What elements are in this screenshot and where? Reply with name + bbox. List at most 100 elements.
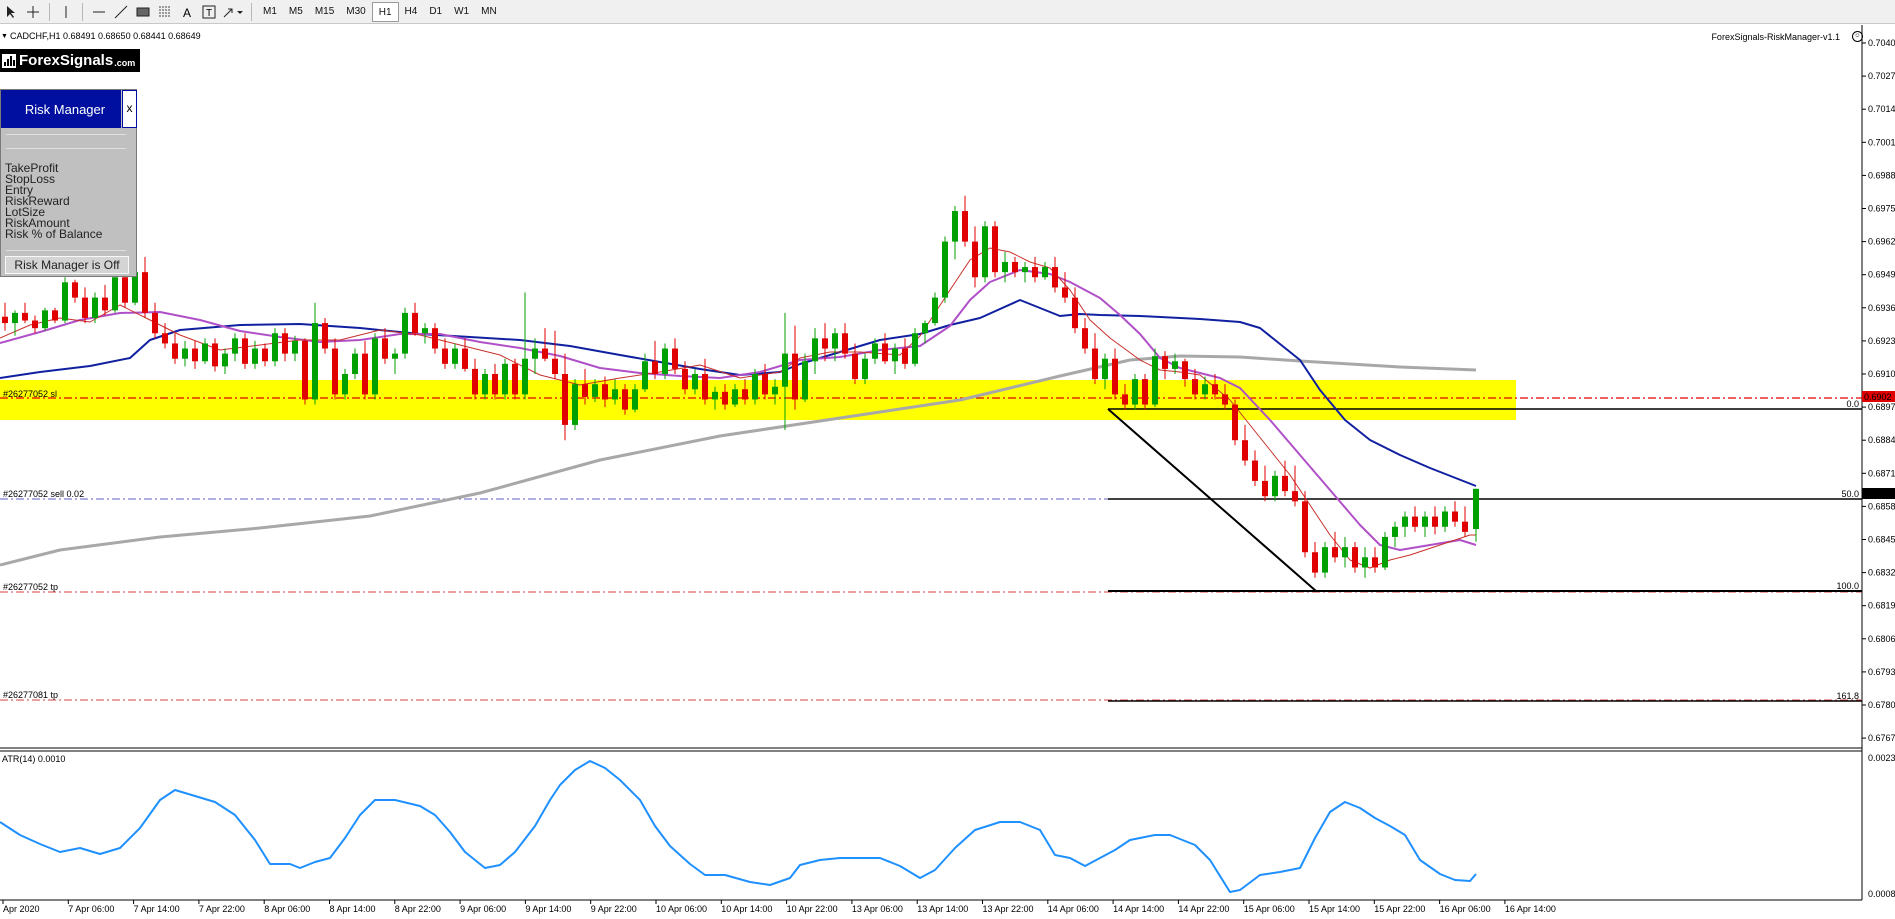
candle-body <box>1172 361 1178 369</box>
candle-body <box>462 348 468 369</box>
timeframe-m1-button[interactable]: M1 <box>263 5 277 17</box>
price-axis: 0.7040 0.7027 0.7014 0.7001 0.6988 0.6975 0.69… <box>1862 38 1895 743</box>
candle-body <box>1302 501 1308 553</box>
sell-order-label: #26277052 sell 0.02 <box>3 489 84 499</box>
arrows-icon[interactable] <box>220 1 246 23</box>
ma-200-line <box>0 354 1477 567</box>
symbol-menu-arrow-icon[interactable]: ▼ <box>1 33 8 40</box>
candle-body <box>382 338 388 359</box>
candle-body <box>982 226 988 278</box>
candle-body <box>2 316 8 324</box>
text-label-icon[interactable]: T <box>198 1 220 23</box>
candle-body <box>442 348 448 364</box>
candle-body <box>412 312 418 334</box>
candle-body <box>162 333 168 344</box>
candle-body <box>1112 358 1118 395</box>
fibonacci-drawing: 0.0 50.0 100.0 161.8 <box>1107 399 1862 702</box>
candle-body <box>562 374 568 425</box>
timeframe-h4-button[interactable]: H4 <box>404 5 418 17</box>
candle-body <box>702 374 708 400</box>
risk-manager-close-button[interactable]: x <box>122 90 137 128</box>
candle-body <box>192 348 198 362</box>
atr-axis-bottom: 0.0008 <box>1868 889 1895 899</box>
candle-body <box>1182 361 1188 380</box>
crosshair-icon[interactable] <box>22 1 44 23</box>
candle-body <box>712 391 718 400</box>
candle-body <box>822 338 828 349</box>
candle-body <box>1352 547 1358 568</box>
candle-body <box>202 343 208 362</box>
timeframe-m30-button[interactable]: M30 <box>346 5 366 17</box>
vertical-line-icon[interactable] <box>55 1 77 23</box>
panel-divider <box>6 148 126 149</box>
fib-label-50: 50.0 <box>1841 489 1859 499</box>
price-marker-black-label: 0.6864 <box>1864 489 1892 499</box>
price-marker-red-label: 0.6902 <box>1864 392 1892 402</box>
time-axis-label: 16 Apr 14:00 <box>1505 904 1556 914</box>
candle-body <box>1242 440 1248 461</box>
trendline-icon[interactable] <box>110 1 132 23</box>
candle-body <box>372 338 378 395</box>
timeframe-mn-button[interactable]: MN <box>481 5 497 17</box>
candle-body <box>502 363 508 395</box>
candle-body <box>1002 261 1008 273</box>
candle-body <box>1192 379 1198 395</box>
price-axis-label: 0.6832 <box>1868 568 1895 578</box>
candle-body <box>1332 547 1338 558</box>
price-axis-label: 0.6871 <box>1868 468 1895 478</box>
time-axis-label: 13 Apr 14:00 <box>917 904 968 914</box>
price-axis-label: 0.6936 <box>1868 303 1895 313</box>
fibonacci-icon[interactable] <box>154 1 176 23</box>
candle-body <box>262 348 268 362</box>
time-axis-label: 8 Apr 14:00 <box>330 904 376 914</box>
candle-body <box>432 328 438 349</box>
risk-manager-toggle-button[interactable]: Risk Manager is Off <box>5 256 129 274</box>
candle-body <box>482 374 488 395</box>
candle-body <box>1052 267 1058 288</box>
risk-manager-title-button[interactable]: Risk Manager <box>1 90 121 128</box>
text-icon[interactable]: A <box>176 1 198 23</box>
candle-body <box>392 353 398 359</box>
time-axis-label: 8 Apr 06:00 <box>264 904 310 914</box>
candle-body <box>582 384 588 397</box>
timeframe-w1-button[interactable]: W1 <box>454 5 470 17</box>
stoploss-label: #26277052 sl <box>3 389 57 399</box>
candle-body <box>1222 394 1228 405</box>
candle-body <box>1432 516 1438 527</box>
candle-body <box>62 282 68 321</box>
cursor-icon[interactable] <box>0 1 22 23</box>
timeframe-h1-button[interactable]: H1 <box>371 1 399 22</box>
time-axis-label: 10 Apr 06:00 <box>656 904 707 914</box>
candle-body <box>1072 297 1078 329</box>
time-axis-label: 10 Apr 14:00 <box>721 904 772 914</box>
candle-body <box>1342 547 1348 558</box>
toolbar-divider <box>251 2 252 21</box>
candle-body <box>1372 557 1378 568</box>
candle-body <box>512 363 518 395</box>
price-axis-label: 0.6975 <box>1868 204 1895 214</box>
timeframe-m15-button[interactable]: M15 <box>314 5 335 17</box>
logo-suffix: .com <box>114 57 136 68</box>
candle-body <box>652 361 658 374</box>
candle-body <box>492 374 498 395</box>
expert-advisor-name: ForexSignals-RiskManager-v1.1 <box>1711 32 1840 42</box>
chart-toolbar: A T M1 M5 M15 M30 H1 H4 D1 W1 MN <box>0 0 1895 24</box>
price-axis-label: 0.7040 <box>1868 38 1895 48</box>
rectangle-icon[interactable] <box>132 1 154 23</box>
timeframe-list: M1 M5 M15 M30 H1 H4 D1 W1 MN <box>257 1 503 22</box>
candle-body <box>772 386 778 395</box>
candle-body <box>1132 379 1138 405</box>
candle-body <box>102 297 108 311</box>
timeframe-d1-button[interactable]: D1 <box>429 5 443 17</box>
time-axis-label: 13 Apr 06:00 <box>852 904 903 914</box>
fib-label-100: 100.0 <box>1836 581 1859 591</box>
time-axis-label: 14 Apr 06:00 <box>1048 904 1099 914</box>
timeframe-m5-button[interactable]: M5 <box>288 5 303 17</box>
candle-body <box>802 361 808 400</box>
candle-body <box>12 312 18 324</box>
candle-body <box>902 348 908 364</box>
horizontal-line-icon[interactable] <box>88 1 110 23</box>
risk-manager-panel: Risk Manager x TakeProfit StopLoss Entry… <box>0 89 137 277</box>
candle-body <box>272 333 278 362</box>
